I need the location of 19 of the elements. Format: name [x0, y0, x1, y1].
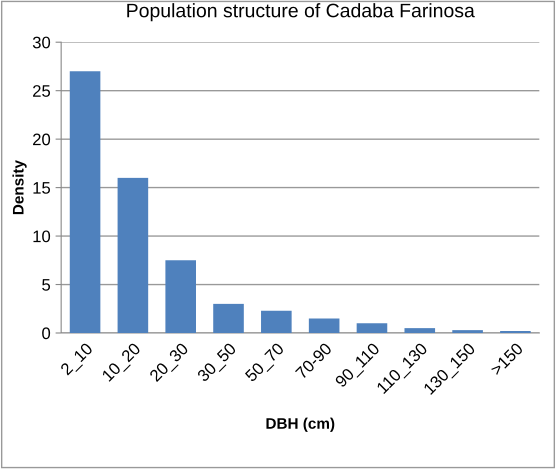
bar	[261, 310, 292, 333]
bar	[308, 318, 340, 333]
y-tick-label: 15	[33, 182, 50, 194]
y-tick-label: 5	[42, 279, 50, 291]
bar	[213, 304, 244, 333]
y-tick-label: 0	[42, 327, 50, 340]
bar	[452, 330, 483, 333]
bar	[404, 328, 436, 333]
bar	[165, 260, 196, 333]
y-tick-label: 20	[33, 134, 50, 146]
y-tick-label: 25	[33, 85, 50, 97]
x-axis-title: DBH (cm)	[266, 418, 334, 432]
bar	[356, 323, 388, 333]
bar	[118, 178, 148, 333]
y-axis-title: Density	[12, 160, 27, 214]
y-tick-label: 10	[33, 230, 50, 242]
y-tick-label: 30	[32, 36, 50, 48]
chart-title: Population structure of Cadaba Farinosa	[127, 3, 475, 22]
bar	[70, 71, 100, 333]
